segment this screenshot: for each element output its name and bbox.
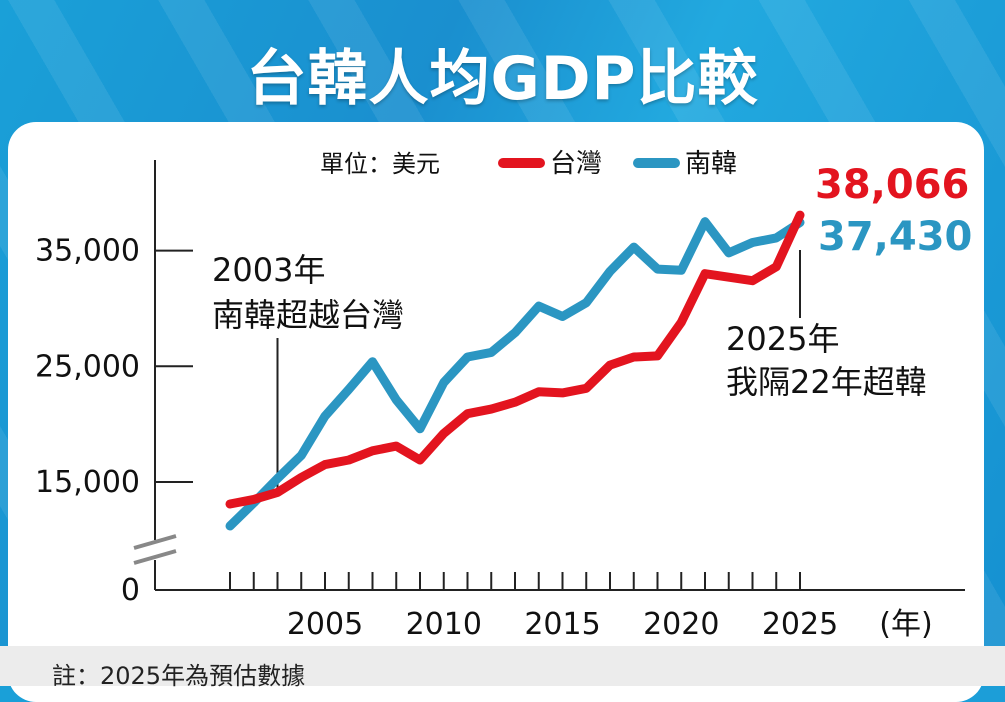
y-tick-label: 25,000 xyxy=(35,349,140,384)
x-tick-label: 2025 xyxy=(762,607,838,642)
x-tick-label: 2010 xyxy=(406,607,482,642)
annotation-2025-text: 我隔22年超韓 xyxy=(726,363,927,401)
x-tick-label: 2015 xyxy=(524,607,600,642)
x-axis-unit-label: (年) xyxy=(879,607,932,642)
footnote: 註：2025年為預估數據 xyxy=(52,662,306,690)
line-chart: 0 15,000 25,000 35,000 2005 2010 2015 2020 2025 (… xyxy=(35,149,972,642)
axis-break-mark xyxy=(133,534,177,550)
annotation-2003-text: 南韓超越台灣 xyxy=(212,296,404,334)
y-tick-label: 0 xyxy=(121,573,140,608)
end-label-taiwan: 38,066 xyxy=(815,162,969,208)
annotation-2025-year: 2025年 xyxy=(726,320,839,358)
annotation-2003-year: 2003年 xyxy=(212,251,325,289)
series-line-korea xyxy=(225,217,805,531)
end-label-korea: 37,430 xyxy=(818,214,972,260)
x-tick-label: 2020 xyxy=(643,607,719,642)
legend-label-taiwan: 台灣 xyxy=(550,149,602,179)
series-line-taiwan xyxy=(225,210,805,509)
chart-title: 台韓人均GDP比較 xyxy=(246,44,759,114)
y-tick-label: 15,000 xyxy=(35,465,140,500)
footer-bar xyxy=(0,646,1005,686)
axis-break-mark xyxy=(133,549,177,565)
y-tick-label: 35,000 xyxy=(35,234,140,269)
legend-label-korea: 南韓 xyxy=(685,149,737,179)
unit-label: 單位：美元 xyxy=(320,150,440,178)
x-tick-label: 2005 xyxy=(287,607,363,642)
